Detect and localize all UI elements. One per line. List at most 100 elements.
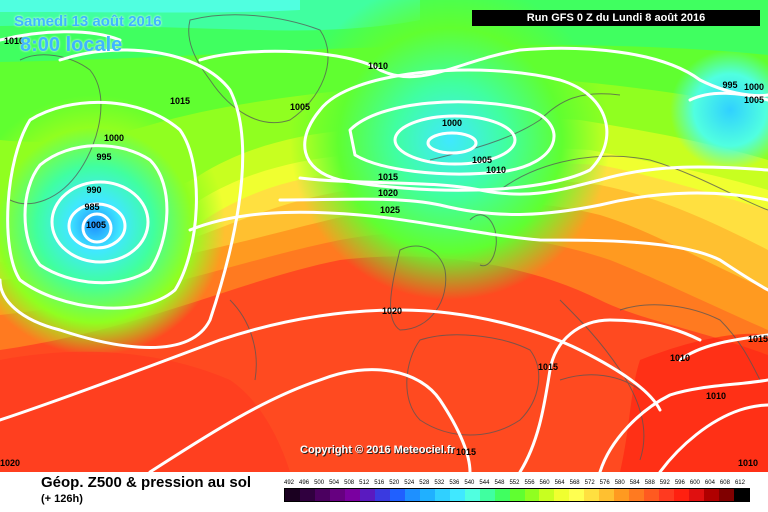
isobar-label: 1000 [104,133,124,143]
scale-swatch [404,489,420,501]
geopotential-color-scale: 492 496 500 504 508 512 516 520 524 528 532 536 540 5… [284,480,750,502]
valid-date: Samedi 13 août 2016 [14,13,162,30]
scale-tick-label: 500 [314,480,325,486]
isobar-label: 1010 [486,165,506,175]
run-info-banner: Run GFS 0 Z du Lundi 8 août 2016 [472,10,760,26]
isobar-label: 1005 [472,155,492,165]
scale-tick-label: 560 [539,480,550,486]
isobar-label: 1015 [378,172,398,182]
isobar-label: 1015 [456,447,476,457]
scale-swatch [734,489,750,501]
scale-tick-label: 544 [479,480,490,486]
scale-swatch [479,489,495,501]
scale-tick-label: 600 [689,480,700,486]
scale-tick-label: 492 [284,480,295,486]
isobar-label: 1010 [368,61,388,71]
isobar-label: 1010 [738,458,758,468]
isobar-label: 1015 [538,362,558,372]
scale-swatch [449,489,465,501]
scale-tick-label: 520 [389,480,400,486]
isobar-label: 995 [722,80,737,90]
scale-swatch [359,489,375,501]
scale-swatch [434,489,450,501]
scale-swatch [599,489,615,501]
scale-swatch [494,489,510,501]
scale-color-bar [284,488,750,502]
scale-swatch [464,489,480,501]
scale-tick-labels: 492 496 500 504 508 512 516 520 524 528 532 536 540 5… [284,480,750,488]
scale-swatch [389,489,405,501]
scale-swatch [569,489,585,501]
scale-swatch [584,489,600,501]
scale-tick-label: 564 [554,480,565,486]
scale-swatch [704,489,720,501]
scale-tick-label: 604 [704,480,715,486]
isobar-label: 1005 [744,95,764,105]
scale-swatch [329,489,345,501]
scale-tick-label: 588 [644,480,655,486]
scale-swatch [689,489,705,501]
scale-swatch [419,489,435,501]
valid-time: 8:00 locale [20,34,123,56]
isobar-label: 1000 [744,82,764,92]
scale-tick-label: 496 [299,480,310,486]
scale-swatch [659,489,675,501]
scale-tick-label: 540 [464,480,475,486]
scale-swatch [314,489,330,501]
scale-swatch [614,489,630,501]
isobar-label: 990 [86,185,101,195]
scale-tick-label: 524 [404,480,415,486]
scale-tick-label: 584 [629,480,640,486]
scale-swatch [374,489,390,501]
isobar-label: 985 [84,202,99,212]
scale-swatch [554,489,570,501]
scale-tick-label: 504 [329,480,340,486]
scale-tick-label: 608 [719,480,730,486]
isobar-label: 1020 [382,306,402,316]
weather-map: 1015101010051000995990985100599510001005… [0,0,768,472]
scale-tick-label: 512 [359,480,370,486]
map-title: Géop. Z500 & pression au sol [41,474,252,491]
scale-swatch [539,489,555,501]
scale-tick-label: 552 [509,480,520,486]
scale-swatch [674,489,690,501]
scale-tick-label: 516 [374,480,385,486]
scale-tick-label: 508 [344,480,355,486]
scale-tick-label: 548 [494,480,505,486]
isobar-label: 1000 [442,118,462,128]
scale-tick-label: 568 [569,480,580,486]
isobar-labels: 1015101010051000995990985100599510001005… [0,36,768,468]
scale-swatch [629,489,645,501]
isobar-label: 1010 [4,36,24,46]
isobar-label: 1025 [380,205,400,215]
scale-swatch [509,489,525,501]
isobar-label: 1020 [0,458,20,468]
scale-tick-label: 556 [524,480,535,486]
isobar-label: 1010 [670,353,690,363]
scale-swatch [524,489,540,501]
isobar-label: 1010 [706,391,726,401]
isobar-label: 995 [96,152,111,162]
scale-tick-label: 536 [449,480,460,486]
scale-swatch [719,489,735,501]
scale-tick-label: 580 [614,480,625,486]
isobar-label: 1005 [290,102,310,112]
isobar-label: 1015 [748,334,768,344]
forecast-lead-time: (+ 126h) [41,493,83,505]
scale-swatch [285,489,300,501]
scale-swatch [344,489,360,501]
scale-tick-label: 596 [674,480,685,486]
copyright-notice: Copyright © 2016 Meteociel.fr [300,444,455,456]
isobar-label: 1015 [170,96,190,106]
scale-tick-label: 572 [584,480,595,486]
isobar-label: 1020 [378,188,398,198]
scale-swatch [299,489,315,501]
scale-tick-label: 576 [599,480,610,486]
scale-swatch [644,489,660,501]
scale-tick-label: 612 [734,480,745,486]
scale-tick-label: 592 [659,480,670,486]
scale-tick-label: 532 [434,480,445,486]
isobar-label: 1005 [86,220,106,230]
scale-tick-label: 528 [419,480,430,486]
